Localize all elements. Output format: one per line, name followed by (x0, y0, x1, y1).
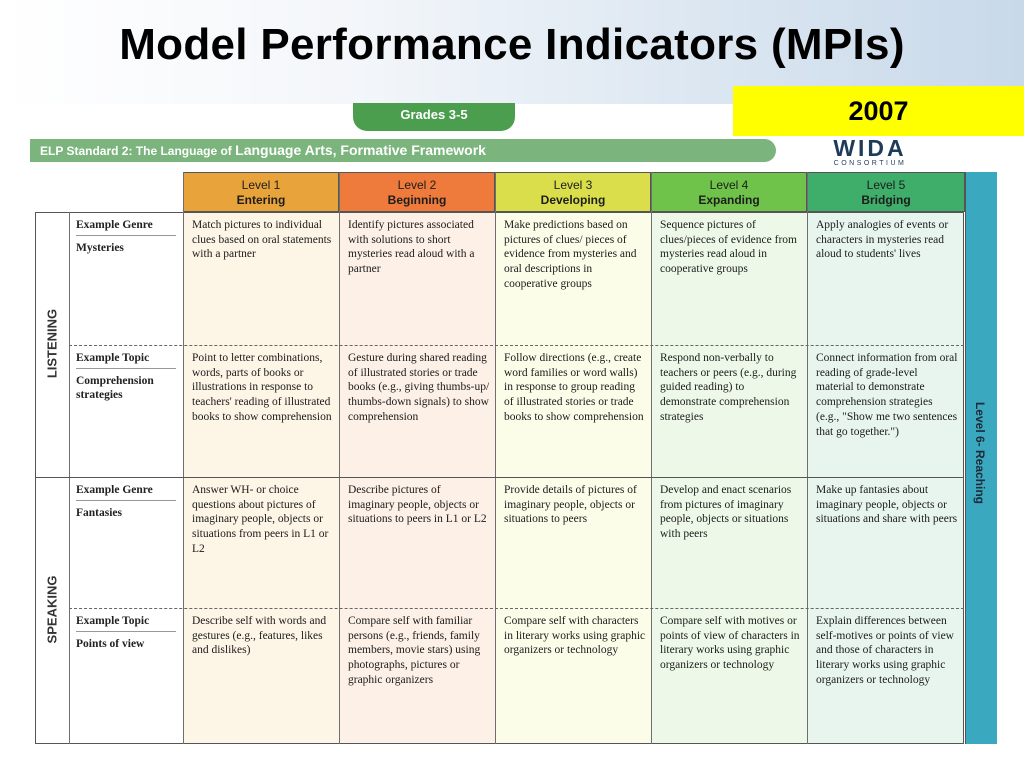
mpi-cell: Gesture during shared reading of illustr… (348, 352, 490, 423)
divider (807, 172, 808, 744)
row-label-type: Example Topic (76, 351, 176, 369)
row-label-type: Example Genre (76, 483, 176, 501)
mpi-cell: Provide details of pictures of imaginary… (504, 484, 637, 526)
level-number: Level 2 (397, 178, 437, 192)
slide-title: Model Performance Indicators (MPIs) (119, 20, 905, 69)
level-4-column (651, 212, 807, 744)
level-3-header: Level 3 Developing (495, 172, 651, 212)
level-number: Level 3 (553, 178, 593, 192)
standard-subject: Language Arts, Formative Framework (235, 142, 486, 158)
domain-speaking: SPEAKING (44, 575, 60, 644)
divider (651, 172, 652, 744)
level-1-header: Level 1 Entering (183, 172, 339, 212)
standard-bar: ELP Standard 2: The Language of Language… (30, 139, 776, 162)
level-5-column (807, 212, 964, 744)
mpi-cell: Point to letter combinations, words, par… (192, 352, 332, 423)
mpi-cell: Respond non-verbally to teachers or peer… (660, 352, 797, 423)
wida-logo: WIDA CONSORTIUM (825, 136, 915, 168)
mpi-cell: Follow directions (e.g., create word fam… (504, 352, 644, 423)
level-3-column (495, 212, 651, 744)
row-label-value: Fantasies (76, 507, 122, 519)
row-label-type: Example Topic (76, 614, 176, 632)
mpi-cell: Compare self with familiar persons (e.g.… (348, 615, 481, 686)
level-2-column (339, 212, 495, 744)
mpi-cell: Answer WH- or choice questions about pic… (192, 484, 329, 555)
level-4-header: Level 4 Expanding (651, 172, 807, 212)
mpi-cell: Compare self with motives or points of v… (660, 615, 800, 672)
level-name: Expanding (698, 193, 760, 207)
mpi-cell: Compare self with characters in literary… (504, 615, 646, 657)
domain-divider (35, 477, 964, 478)
mpi-cell: Make predictions based on pictures of cl… (504, 219, 637, 290)
row-label-listening-topic: Example Topic Comprehension strategies (76, 351, 180, 402)
mpi-cell: Describe pictures of imaginary people, o… (348, 484, 487, 526)
row-label-value: Mysteries (76, 242, 124, 254)
mpi-cell: Describe self with words and gestures (e… (192, 615, 327, 657)
divider (339, 172, 340, 744)
mpi-cell: Develop and enact scenarios from picture… (660, 484, 792, 541)
row-label-speaking-topic: Example Topic Points of view (76, 614, 180, 651)
mpi-cell: Apply analogies of events or characters … (816, 219, 949, 261)
mpi-cell: Match pictures to individual clues based… (192, 219, 332, 261)
row-label-speaking-genre: Example Genre Fantasies (76, 483, 180, 520)
level-number: Level 4 (709, 178, 749, 192)
level-name: Beginning (387, 193, 447, 207)
wida-logo-word: WIDA (833, 135, 907, 161)
level-6-bar (965, 172, 997, 744)
row-label-value: Comprehension strategies (76, 375, 154, 401)
row-divider (69, 345, 964, 346)
level-6-label: Level 6- Reaching (973, 401, 987, 505)
level-2-header: Level 2 Beginning (339, 172, 495, 212)
row-label-listening-genre: Example Genre Mysteries (76, 218, 180, 255)
mpi-cell: Identify pictures associated with soluti… (348, 219, 475, 276)
level-name: Developing (540, 193, 606, 207)
level-1-column (183, 212, 339, 744)
standard-prefix: ELP Standard 2: The Language of (40, 144, 232, 158)
level-number: Level 1 (241, 178, 281, 192)
matrix-frame (35, 212, 964, 744)
domain-listening: LISTENING (44, 308, 60, 379)
level-name: Bridging (861, 193, 911, 207)
year-highlight: 2007 (733, 86, 1024, 136)
mpi-cell: Explain differences between self-motives… (816, 615, 954, 686)
row-label-type: Example Genre (76, 218, 176, 236)
level-5-header: Level 5 Bridging (807, 172, 965, 212)
wida-logo-sub: CONSORTIUM (833, 160, 907, 167)
mpi-cell: Make up fantasies about imaginary people… (816, 484, 958, 526)
divider (495, 172, 496, 744)
divider (69, 212, 70, 744)
row-divider (69, 608, 964, 609)
level-number: Level 5 (866, 178, 906, 192)
row-label-value: Points of view (76, 638, 145, 650)
divider (183, 172, 184, 744)
level-name: Entering (236, 193, 286, 207)
mpi-cell: Connect information from oral reading of… (816, 352, 958, 438)
grades-tab: Grades 3-5 (353, 103, 515, 131)
mpi-cell: Sequence pictures of clues/pieces of evi… (660, 219, 797, 276)
